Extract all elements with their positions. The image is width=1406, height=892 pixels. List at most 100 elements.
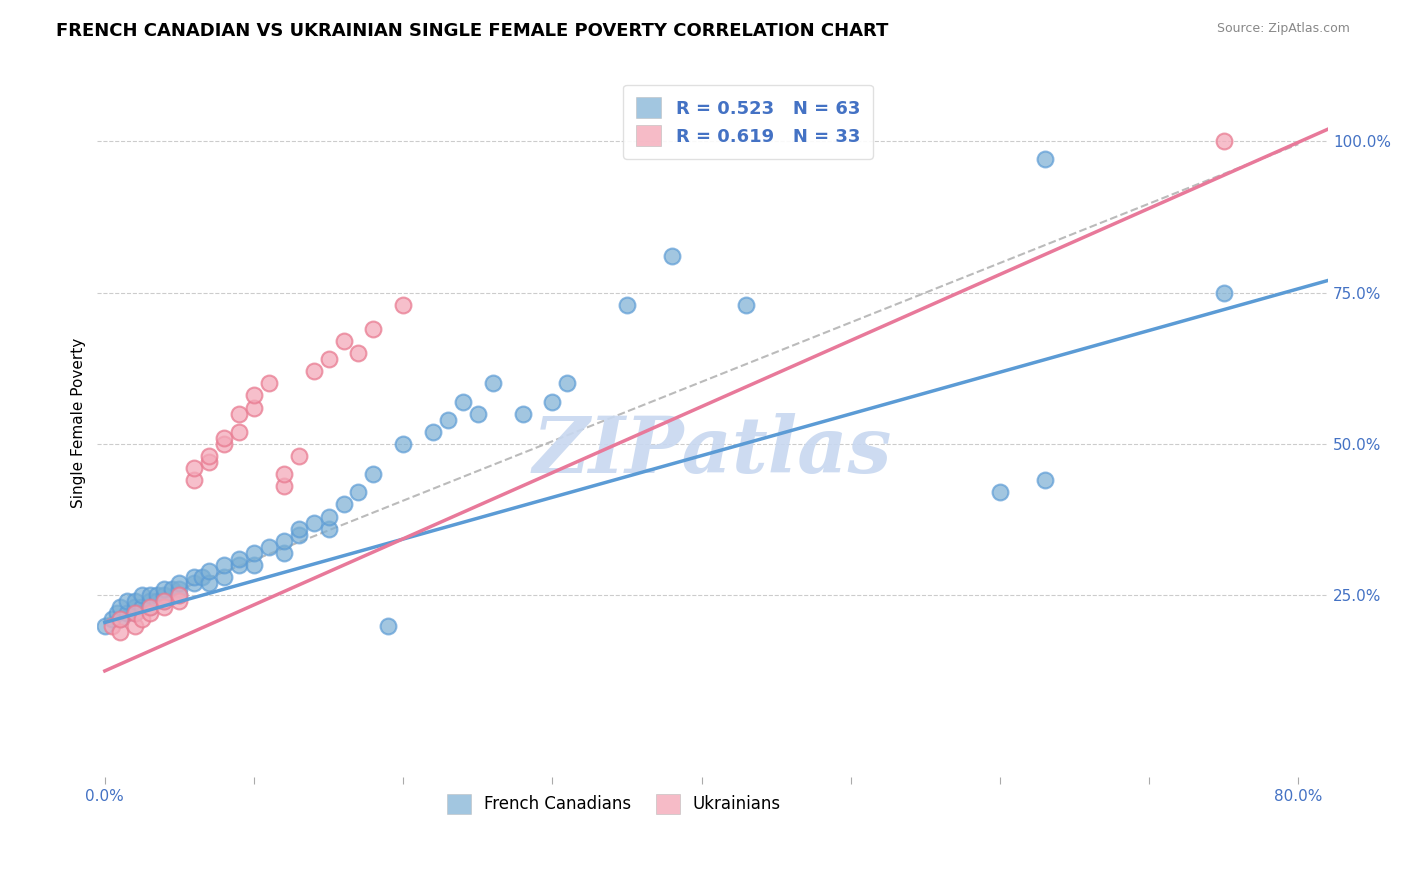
Point [124,618,146,632]
Point [138,600,160,615]
Point [108,600,131,615]
Point [228,425,250,439]
Point [735,298,758,312]
Point [467,407,489,421]
Point [257,376,280,391]
Point [131,588,153,602]
Point [273,546,295,560]
Point [212,558,235,572]
Point [243,558,266,572]
Point [169,594,191,608]
Point [146,594,169,608]
Point [988,485,1011,500]
Legend: French Canadians, Ukrainians: French Canadians, Ukrainians [436,782,793,825]
Point [481,376,503,391]
Point [392,437,415,451]
Point [377,618,399,632]
Point [422,425,444,439]
Point [146,588,169,602]
Point [153,582,176,597]
Point [115,607,138,621]
Point [302,364,325,378]
Point [332,497,354,511]
Point [138,594,160,608]
Point [347,346,370,360]
Point [1033,153,1056,167]
Point [555,376,578,391]
Point [183,576,205,591]
Point [94,618,117,632]
Text: ZIPatlas: ZIPatlas [533,413,893,490]
Point [257,540,280,554]
Point [115,594,138,608]
Point [347,485,370,500]
Point [212,437,235,451]
Point [616,298,638,312]
Point [512,407,534,421]
Point [363,322,385,336]
Point [191,570,214,584]
Point [101,618,124,632]
Point [273,479,295,493]
Point [198,449,221,463]
Point [451,394,474,409]
Point [124,594,146,608]
Point [198,455,221,469]
Point [273,533,295,548]
Point [160,582,183,597]
Point [318,352,340,367]
Point [169,576,191,591]
Point [302,516,325,530]
Point [541,394,564,409]
Point [437,412,460,426]
Point [287,527,309,541]
Point [363,467,385,482]
Point [169,588,191,602]
Point [169,588,191,602]
Point [138,607,160,621]
Point [1212,134,1234,148]
Point [183,473,205,487]
Point [153,588,176,602]
Point [183,570,205,584]
Point [1212,285,1234,300]
Point [183,461,205,475]
Point [212,570,235,584]
Point [124,600,146,615]
Point [153,594,176,608]
Text: Source: ZipAtlas.com: Source: ZipAtlas.com [1216,22,1350,36]
Y-axis label: Single Female Poverty: Single Female Poverty [72,337,86,508]
Point [228,552,250,566]
Point [124,607,146,621]
Point [332,334,354,348]
Point [243,388,266,402]
Point [318,509,340,524]
Point [124,607,146,621]
Point [108,612,131,626]
Point [153,594,176,608]
Point [287,522,309,536]
Point [169,582,191,597]
Point [212,431,235,445]
Point [273,467,295,482]
Point [661,249,683,263]
Text: FRENCH CANADIAN VS UKRAINIAN SINGLE FEMALE POVERTY CORRELATION CHART: FRENCH CANADIAN VS UKRAINIAN SINGLE FEMA… [56,22,889,40]
Point [228,558,250,572]
Point [243,546,266,560]
Point [243,401,266,415]
Point [198,564,221,578]
Point [392,298,415,312]
Point [228,407,250,421]
Point [138,588,160,602]
Point [108,612,131,626]
Point [131,612,153,626]
Point [318,522,340,536]
Point [131,600,153,615]
Point [105,607,128,621]
Point [101,612,124,626]
Point [198,576,221,591]
Point [153,600,176,615]
Point [1033,473,1056,487]
Point [138,600,160,615]
Point [108,624,131,639]
